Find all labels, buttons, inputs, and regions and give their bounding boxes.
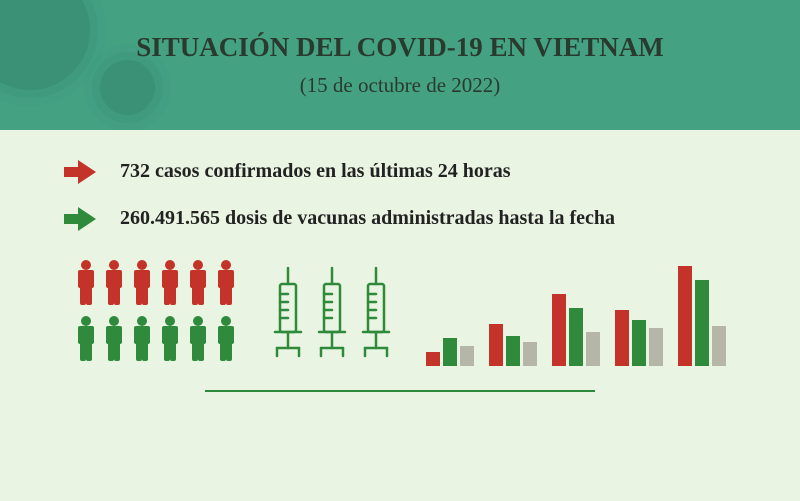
syringe-icon xyxy=(357,266,395,361)
header: SITUACIÓN DEL COVID-19 EN VIETNAM (15 de… xyxy=(0,0,800,130)
bar-chart xyxy=(426,261,726,366)
person-icon xyxy=(158,260,182,305)
syringe-icon xyxy=(269,266,307,361)
separator-line xyxy=(205,390,595,392)
arrow-icon xyxy=(64,207,96,231)
chart-bar xyxy=(586,332,600,366)
chart-bar xyxy=(569,308,583,366)
people-row xyxy=(74,316,238,366)
people-icon-group xyxy=(74,260,238,366)
person-icon xyxy=(186,316,210,361)
chart-bar xyxy=(552,294,566,366)
person-icon xyxy=(214,316,238,361)
chart-bar xyxy=(632,320,646,366)
person-icon xyxy=(186,260,210,305)
content-area: 732 casos confirmados en las últimas 24 … xyxy=(0,130,800,501)
chart-bar xyxy=(649,328,663,366)
stat-text: 260.491.565 dosis de vacunas administrad… xyxy=(120,205,615,232)
person-icon xyxy=(74,260,98,305)
people-row xyxy=(74,260,238,310)
chart-bar xyxy=(506,336,520,366)
syringe-icon xyxy=(313,266,351,361)
stat-text: 732 casos confirmados en las últimas 24 … xyxy=(120,158,511,185)
person-icon xyxy=(102,260,126,305)
chart-bar xyxy=(712,326,726,366)
syringe-icon-group xyxy=(269,266,395,366)
page-subtitle: (15 de octubre de 2022) xyxy=(0,73,800,98)
chart-bar xyxy=(460,346,474,366)
chart-bar xyxy=(443,338,457,366)
chart-bar xyxy=(615,310,629,366)
arrow-icon xyxy=(64,160,96,184)
chart-bar xyxy=(678,266,692,366)
page-title: SITUACIÓN DEL COVID-19 EN VIETNAM xyxy=(0,32,800,63)
person-icon xyxy=(74,316,98,361)
stat-row: 260.491.565 dosis de vacunas administrad… xyxy=(64,205,736,232)
chart-bar xyxy=(489,324,503,366)
person-icon xyxy=(158,316,182,361)
stat-row: 732 casos confirmados en las últimas 24 … xyxy=(64,158,736,185)
person-icon xyxy=(130,260,154,305)
person-icon xyxy=(214,260,238,305)
chart-bar xyxy=(695,280,709,366)
chart-bar xyxy=(523,342,537,366)
icons-row xyxy=(64,260,736,366)
person-icon xyxy=(130,316,154,361)
chart-bar xyxy=(426,352,440,366)
person-icon xyxy=(102,316,126,361)
